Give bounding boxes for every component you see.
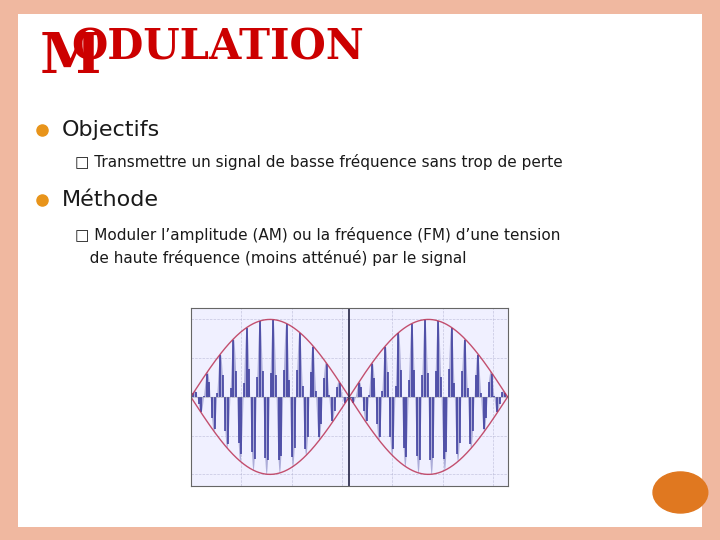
Text: ODULATION: ODULATION <box>71 26 364 68</box>
Text: M: M <box>40 30 102 85</box>
Text: □ Transmettre un signal de basse fréquence sans trop de perte: □ Transmettre un signal de basse fréquen… <box>75 154 563 170</box>
Text: de haute fréquence (moins atténué) par le signal: de haute fréquence (moins atténué) par l… <box>75 250 467 266</box>
Text: Objectifs: Objectifs <box>62 120 161 140</box>
Text: □ Moduler l’amplitude (AM) ou la fréquence (FM) d’une tension: □ Moduler l’amplitude (AM) ou la fréquen… <box>75 227 560 243</box>
Text: Méthode: Méthode <box>62 190 159 210</box>
